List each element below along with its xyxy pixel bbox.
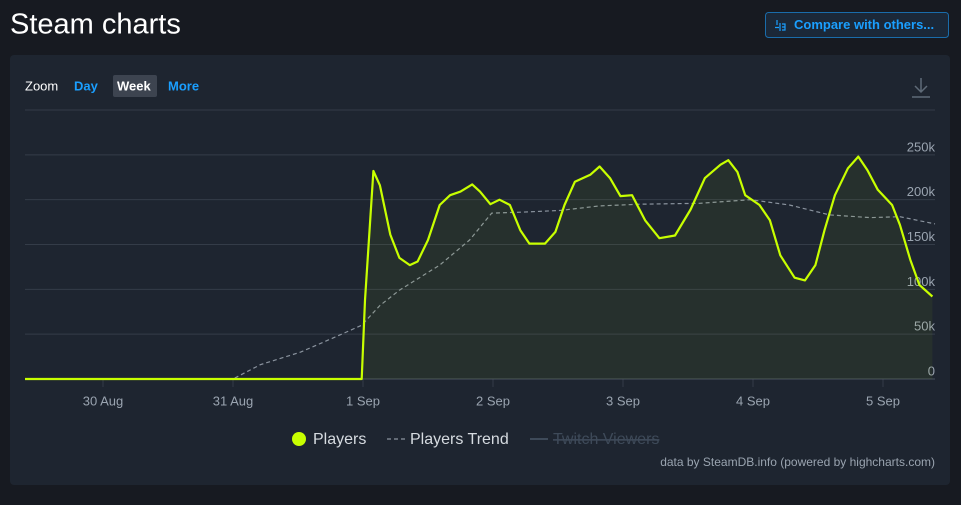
button-frame[interactable] <box>765 12 949 38</box>
zoom-option[interactable]: Day <box>74 78 99 93</box>
button-label[interactable]: Compare with others... <box>794 17 934 32</box>
y-tick-label: 150k <box>907 229 936 244</box>
y-tick-label: 250k <box>907 139 936 154</box>
x-tick-label: 4 Sep <box>736 393 770 408</box>
series-line <box>25 199 936 380</box>
page-title: Steam charts <box>10 9 181 41</box>
y-tick-label: 200k <box>907 184 936 199</box>
compare-icon <box>775 20 786 31</box>
x-tick-label: 5 Sep <box>866 393 900 408</box>
legend-label[interactable]: Players <box>313 431 366 448</box>
download-icon[interactable] <box>912 78 930 98</box>
x-tick-label: 3 Sep <box>606 393 640 408</box>
legend-label[interactable]: Twitch Viewers <box>553 431 659 448</box>
zoom-option[interactable]: Week <box>117 78 151 93</box>
zoom-selected <box>113 75 157 97</box>
series-area <box>25 156 933 379</box>
legend: Players Players Trend Twitch Viewers <box>292 431 659 448</box>
credits: data by SteamDB.info (powered by highcha… <box>660 455 935 469</box>
legend-symbol <box>292 432 306 446</box>
y-tick-label: 50k <box>914 319 935 334</box>
legend-label[interactable]: Players Trend <box>410 431 509 448</box>
chart-panel <box>10 55 950 485</box>
plot: 0 50k 100k 150k 200k 250k 30 Aug 31 Aug 1 Sep 2 S… <box>25 109 936 408</box>
x-tick-label: 30 Aug <box>83 393 124 408</box>
y-tick-label: 100k <box>907 274 936 289</box>
x-tick-label: 31 Aug <box>213 393 254 408</box>
zoom-option[interactable]: More <box>168 78 199 93</box>
y-tick-label: 0 <box>928 363 935 378</box>
x-tick-label: 2 Sep <box>476 393 510 408</box>
zoom-label: Zoom <box>25 78 58 93</box>
x-tick-label: 1 Sep <box>346 393 380 408</box>
compare-button[interactable]: Compare with others... <box>765 12 949 38</box>
zoom-options: Day Week More <box>74 75 199 97</box>
series-line <box>25 155 934 381</box>
